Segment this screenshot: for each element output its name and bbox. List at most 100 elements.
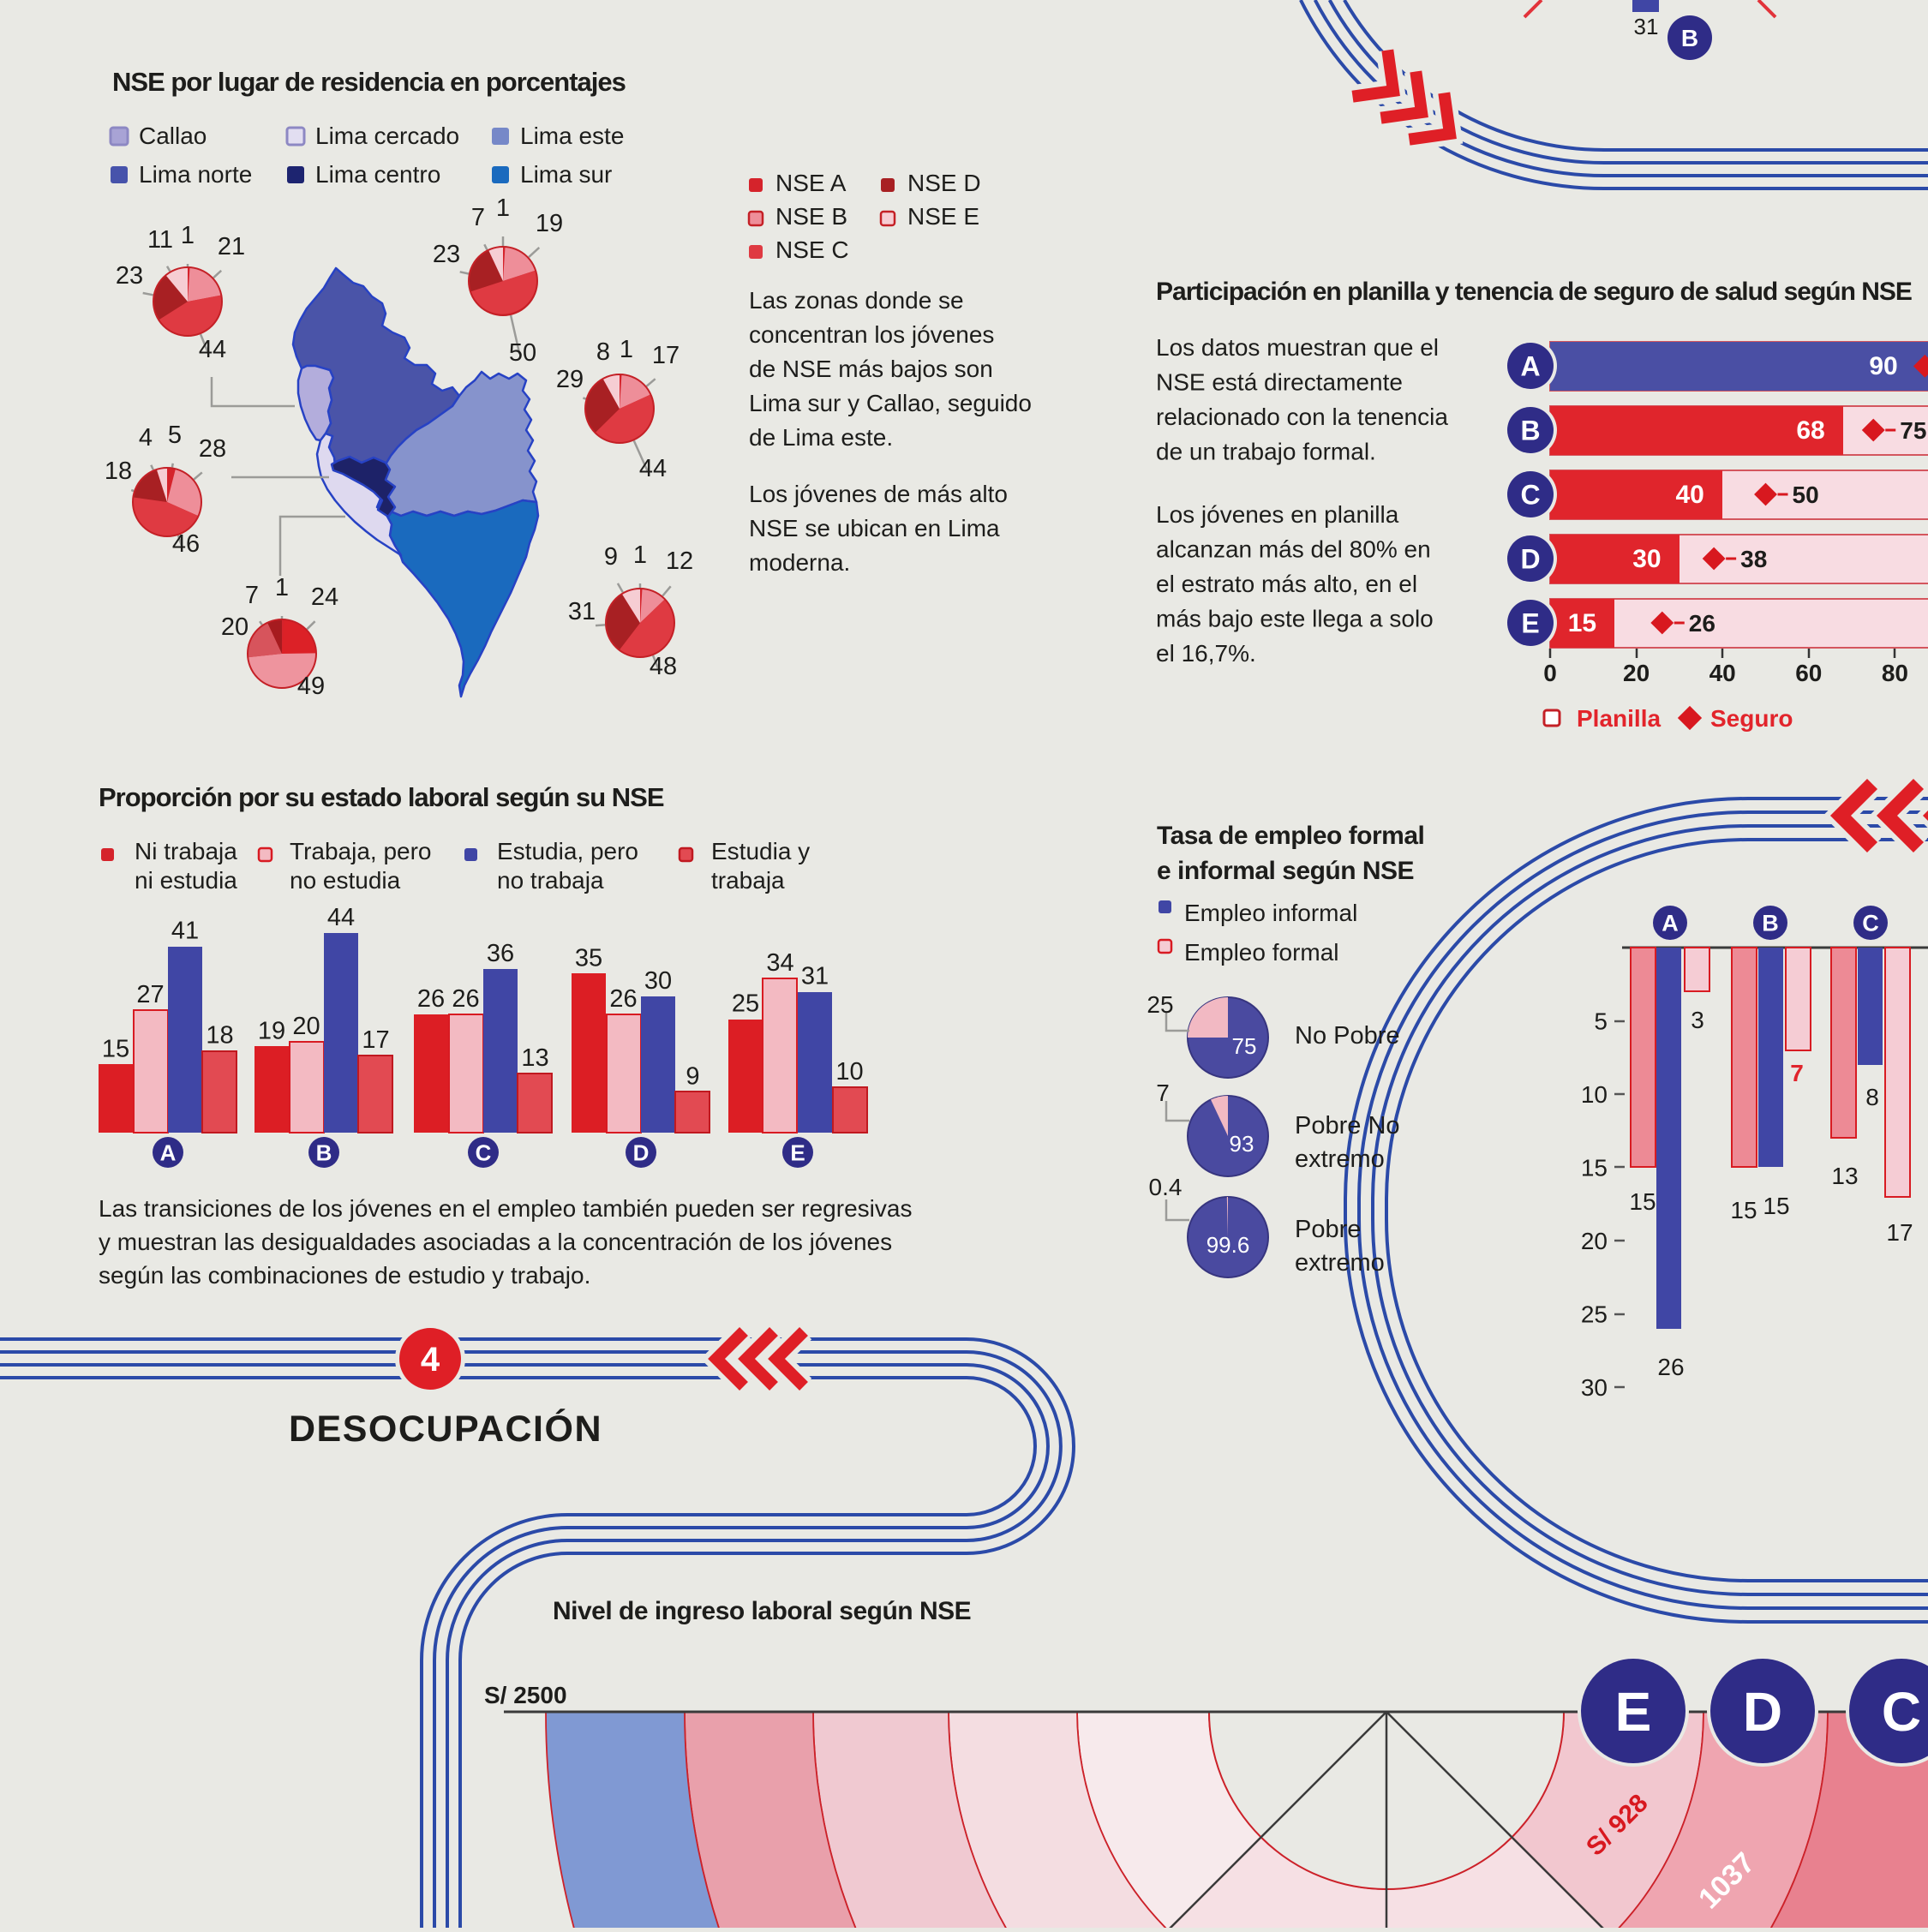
svg-text:A: A	[160, 1139, 177, 1165]
svg-text:Los datos muestran que el: Los datos muestran que el	[1156, 334, 1439, 361]
svg-text:Pobre No: Pobre No	[1295, 1112, 1400, 1139]
svg-text:25: 25	[732, 990, 759, 1018]
svg-text:50: 50	[1793, 482, 1819, 508]
svg-text:50: 50	[509, 339, 536, 367]
svg-text:44: 44	[639, 455, 667, 482]
svg-text:Las transiciones de los jóvene: Las transiciones de los jóvenes en el em…	[99, 1195, 912, 1222]
svg-text:NSE E: NSE E	[907, 203, 979, 230]
svg-text:no trabaja: no trabaja	[497, 867, 604, 894]
svg-text:5: 5	[168, 422, 182, 449]
svg-text:extremo: extremo	[1295, 1145, 1385, 1173]
svg-text:el 16,7%.: el 16,7%.	[1156, 640, 1256, 667]
svg-text:25: 25	[1581, 1301, 1608, 1328]
svg-text:28: 28	[199, 435, 226, 463]
svg-text:Lima sur y Callao, seguido: Lima sur y Callao, seguido	[749, 390, 1032, 416]
svg-text:moderna.: moderna.	[749, 549, 850, 576]
svg-text:NSE A: NSE A	[775, 170, 847, 196]
svg-text:0.4: 0.4	[1149, 1174, 1183, 1200]
svg-text:C: C	[1862, 911, 1879, 936]
svg-text:Lima cercado: Lima cercado	[315, 123, 459, 149]
svg-text:Empleo informal: Empleo informal	[1184, 900, 1357, 926]
svg-text:Las zonas donde se: Las zonas donde se	[749, 287, 964, 314]
svg-text:NSE por lugar de residencia en: NSE por lugar de residencia en porcentaj…	[112, 67, 626, 97]
svg-text:20: 20	[292, 1013, 320, 1040]
svg-text:30: 30	[1632, 545, 1661, 573]
svg-text:S/ 2500: S/ 2500	[484, 1682, 567, 1708]
svg-text:y muestran las desigualdades a: y muestran las desigualdades asociadas a…	[99, 1229, 892, 1255]
svg-text:17: 17	[1886, 1219, 1913, 1246]
svg-text:1: 1	[181, 222, 195, 249]
svg-text:19: 19	[536, 210, 563, 237]
svg-text:44: 44	[199, 336, 226, 363]
svg-text:B: B	[1520, 416, 1540, 446]
svg-text:relacionado con la tenencia: relacionado con la tenencia	[1156, 404, 1448, 430]
svg-text:4: 4	[139, 424, 153, 452]
svg-text:NSE C: NSE C	[775, 236, 849, 263]
svg-text:26: 26	[452, 985, 479, 1013]
svg-text:34: 34	[766, 949, 793, 977]
svg-text:60: 60	[1795, 660, 1822, 686]
svg-text:23: 23	[433, 241, 460, 268]
svg-text:Los jóvenes en planilla: Los jóvenes en planilla	[1156, 501, 1399, 528]
svg-text:26: 26	[417, 985, 445, 1013]
svg-text:Estudia, pero: Estudia, pero	[497, 838, 638, 864]
svg-text:4: 4	[421, 1341, 440, 1379]
svg-text:Seguro: Seguro	[1710, 705, 1793, 732]
svg-text:18: 18	[105, 458, 132, 485]
svg-text:13: 13	[1831, 1163, 1858, 1189]
svg-text:10: 10	[1581, 1081, 1608, 1108]
svg-text:7: 7	[1790, 1060, 1804, 1086]
svg-text:15: 15	[1763, 1193, 1789, 1219]
svg-text:e informal según NSE: e informal según NSE	[1157, 857, 1414, 885]
svg-text:26: 26	[609, 985, 637, 1013]
svg-text:46: 46	[172, 530, 200, 558]
svg-text:E: E	[1521, 608, 1539, 639]
svg-text:10: 10	[835, 1058, 863, 1086]
svg-text:B: B	[1762, 911, 1779, 936]
svg-text:40: 40	[1676, 481, 1704, 509]
svg-text:de Lima este.: de Lima este.	[749, 424, 893, 451]
svg-text:Planilla: Planilla	[1577, 705, 1661, 732]
svg-text:19: 19	[258, 1017, 285, 1044]
svg-text:44: 44	[327, 904, 355, 931]
svg-text:Callao: Callao	[139, 123, 207, 149]
svg-text:A: A	[1662, 911, 1679, 936]
svg-text:20: 20	[1581, 1228, 1608, 1254]
svg-text:según las combinaciones de est: según las combinaciones de estudio y tra…	[99, 1262, 590, 1289]
svg-text:49: 49	[297, 673, 325, 700]
svg-text:31: 31	[801, 963, 829, 990]
svg-text:17: 17	[362, 1026, 389, 1054]
svg-text:7: 7	[471, 204, 485, 231]
svg-text:48: 48	[650, 653, 677, 680]
svg-text:Lima norte: Lima norte	[139, 161, 252, 188]
svg-text:12: 12	[666, 547, 693, 575]
svg-text:31: 31	[1634, 14, 1659, 39]
svg-text:Estudia y: Estudia y	[711, 838, 810, 864]
svg-text:11: 11	[147, 226, 173, 254]
svg-text:38: 38	[1740, 546, 1767, 572]
svg-text:15: 15	[1581, 1155, 1608, 1181]
svg-text:24: 24	[311, 583, 338, 611]
svg-text:30: 30	[644, 967, 672, 995]
svg-text:Ni trabaja: Ni trabaja	[135, 838, 237, 864]
svg-text:C: C	[1882, 1681, 1921, 1743]
svg-text:9: 9	[686, 1062, 699, 1090]
svg-text:27: 27	[136, 981, 164, 1008]
svg-text:extremo: extremo	[1295, 1249, 1385, 1277]
svg-text:40: 40	[1709, 660, 1736, 686]
svg-text:7: 7	[1156, 1080, 1170, 1106]
svg-text:Nivel de ingreso laboral según: Nivel de ingreso laboral según NSE	[553, 1597, 971, 1625]
svg-text:13: 13	[521, 1044, 548, 1072]
svg-text:75: 75	[1232, 1033, 1257, 1059]
svg-text:NSE se ubican en Lima: NSE se ubican en Lima	[749, 515, 1000, 541]
svg-text:Los jóvenes de más alto: Los jóvenes de más alto	[749, 481, 1008, 507]
svg-text:D: D	[1743, 1681, 1782, 1743]
svg-text:25: 25	[1147, 991, 1173, 1018]
svg-text:30: 30	[1581, 1374, 1608, 1401]
svg-text:1: 1	[275, 574, 289, 601]
svg-text:trabaja: trabaja	[711, 867, 785, 894]
svg-text:1: 1	[620, 336, 633, 363]
svg-text:41: 41	[171, 918, 199, 945]
svg-text:Participación en planilla y te: Participación en planilla y tenencia de …	[1156, 278, 1912, 306]
svg-text:68: 68	[1796, 416, 1824, 445]
